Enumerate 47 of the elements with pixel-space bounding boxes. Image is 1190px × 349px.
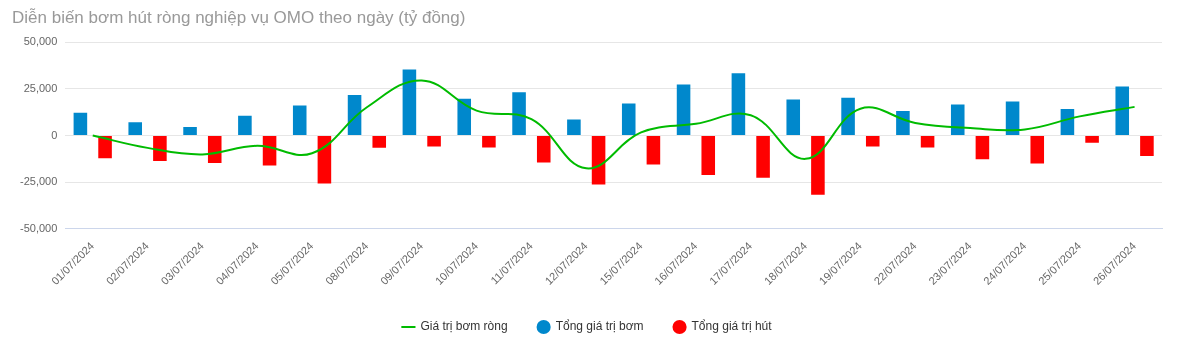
bar [567,119,581,136]
bar [457,98,472,136]
bar [372,136,387,148]
legend-label: Tổng giá trị hút [691,319,773,334]
y-tick-label: -50,000 [20,221,58,234]
bar [975,136,990,160]
bar [646,136,661,165]
chart-title: Diễn biến bơm hút ròng nghiệp vụ OMO theo ngày (tỷ đồng) [12,7,466,27]
bar [128,122,143,136]
bar [1140,136,1154,157]
bar [865,136,880,147]
bar [207,136,222,163]
bar [427,136,441,147]
bar [676,84,691,136]
bar [896,110,910,136]
bar [292,105,307,136]
bar [73,112,88,136]
bar [786,99,801,136]
bar [920,136,935,148]
y-tick-label: 0 [51,128,58,141]
bar [701,136,716,175]
bar [238,115,252,136]
legend-label: Tổng giá trị bơm [555,319,644,334]
bar [402,69,417,136]
bar [1005,101,1020,136]
bar [621,103,636,136]
bar [183,127,197,136]
bar [811,136,825,195]
legend-label: Giá trị bơm ròng [420,319,508,334]
bar [262,136,277,166]
bar [536,136,551,163]
bar [98,136,112,159]
bar [1030,136,1045,164]
bar [512,92,526,136]
bar [1085,136,1099,143]
bar [756,136,770,178]
bar [317,136,332,184]
y-tick-label: 50,000 [23,35,58,48]
y-tick-label: 25,000 [23,82,58,95]
bar [1115,86,1130,136]
bar [591,136,606,185]
bar [841,97,855,136]
line-series [91,79,1136,170]
bar [950,104,965,136]
bar [482,136,496,148]
bar [731,73,746,136]
y-tick-label: -25,000 [20,175,58,188]
